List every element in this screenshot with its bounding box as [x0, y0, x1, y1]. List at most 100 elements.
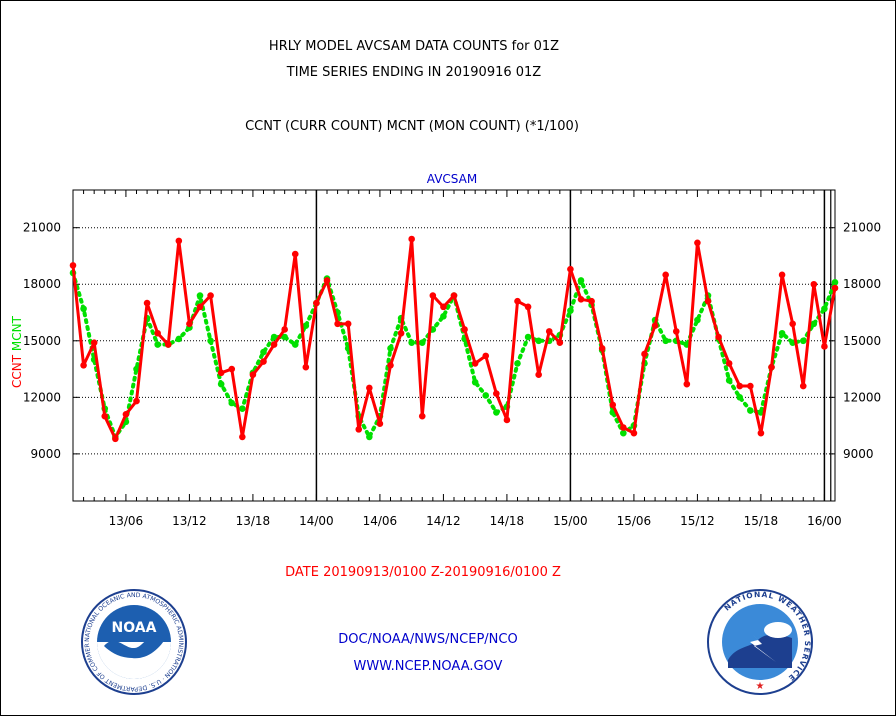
point-mcnt [821, 305, 828, 313]
point-ccnt [207, 292, 214, 299]
point-ccnt [831, 284, 839, 292]
point-ccnt [821, 343, 828, 350]
point-ccnt [747, 382, 754, 390]
y-tick-label-right: 18000 [843, 277, 881, 291]
point-mcnt [694, 316, 701, 324]
y-axis-label: CCNT MCNT [10, 315, 24, 388]
point-mcnt [270, 333, 278, 341]
point-ccnt [175, 237, 183, 245]
date-range: DATE 20190913/0100 Z-20190916/0100 Z [285, 565, 561, 580]
point-ccnt [323, 277, 331, 284]
point-ccnt [545, 328, 553, 335]
point-ccnt [577, 296, 585, 303]
point-ccnt [260, 358, 267, 365]
point-ccnt [672, 328, 680, 335]
chart-title-line1: HRLY MODEL AVCSAM DATA COUNTS for 01Z [268, 39, 560, 54]
point-ccnt [493, 390, 500, 397]
point-ccnt [567, 265, 574, 273]
point-mcnt [260, 348, 267, 356]
point-ccnt [482, 352, 490, 360]
point-ccnt [471, 360, 479, 367]
point-ccnt [186, 320, 193, 328]
point-ccnt [630, 429, 638, 437]
x-tick-label: 15/18 [744, 514, 779, 528]
point-ccnt [588, 297, 595, 305]
x-tick-label: 13/06 [109, 514, 144, 528]
point-ccnt [228, 365, 236, 373]
point-ccnt [535, 371, 542, 379]
y-tick-label-left: 12000 [23, 390, 61, 404]
point-mcnt [133, 365, 140, 373]
point-ccnt [334, 320, 341, 328]
y-tick-label-left: 21000 [23, 221, 61, 235]
point-ccnt [408, 235, 415, 243]
point-mcnt [799, 337, 807, 345]
point-mcnt [620, 429, 627, 437]
point-mcnt [747, 407, 754, 414]
point-mcnt [725, 377, 733, 384]
chart-subtitle: CCNT (CURR COUNT) MCNT (MON COUNT) (*1/1… [245, 119, 579, 134]
y-tick-label-left: 9000 [30, 447, 61, 461]
point-mcnt [302, 322, 310, 330]
point-ccnt [757, 429, 765, 437]
point-ccnt [80, 361, 87, 369]
footer-url: WWW.NCEP.NOAA.GOV [353, 659, 503, 674]
point-ccnt [429, 292, 437, 299]
x-tick-label: 15/12 [680, 514, 715, 528]
point-ccnt [101, 412, 109, 420]
point-mcnt [810, 320, 818, 328]
point-ccnt [387, 361, 394, 369]
y-tick-label-right: 9000 [843, 447, 874, 461]
point-mcnt [524, 333, 532, 341]
point-mcnt [217, 380, 225, 388]
point-ccnt [524, 303, 532, 311]
point-ccnt [810, 280, 818, 288]
x-tick-label: 14/18 [490, 514, 525, 528]
point-ccnt [217, 369, 225, 377]
point-mcnt [175, 335, 183, 343]
point-ccnt [376, 420, 384, 428]
point-ccnt [620, 424, 627, 431]
point-mcnt [239, 405, 246, 412]
point-mcnt [471, 378, 479, 386]
point-mcnt [577, 277, 585, 284]
x-tick-label: 14/00 [299, 514, 334, 528]
noaa-logo-text: NOAA [112, 620, 157, 636]
point-ccnt [249, 371, 257, 379]
point-ccnt [715, 333, 722, 341]
nws-logo-icon: NATIONAL WEATHER SERVICE ★ [707, 589, 813, 695]
x-tick-label: 16/00 [807, 514, 842, 528]
point-mcnt [366, 433, 373, 441]
point-ccnt [69, 262, 77, 269]
point-ccnt [302, 363, 310, 371]
y-tick-label-right: 12000 [843, 390, 881, 404]
point-mcnt [567, 307, 574, 314]
y-tick-label-left: 15000 [23, 334, 61, 348]
x-tick-label: 14/06 [363, 514, 398, 528]
point-mcnt [207, 337, 214, 345]
point-mcnt [514, 360, 521, 367]
panel-title: AVCSAM [426, 172, 478, 186]
y-tick-label-right: 15000 [843, 334, 881, 348]
point-ccnt [598, 345, 606, 352]
point-mcnt [387, 345, 394, 352]
point-ccnt [90, 339, 98, 346]
point-ccnt [366, 384, 373, 392]
y-tick-label-right: 21000 [843, 221, 881, 235]
point-mcnt [736, 394, 744, 401]
point-ccnt [799, 382, 807, 390]
chart-title-line2: TIME SERIES ENDING IN 20190916 01Z [286, 65, 542, 80]
point-ccnt [736, 382, 744, 390]
point-mcnt [408, 339, 415, 346]
point-ccnt [662, 271, 669, 279]
point-ccnt [556, 339, 564, 346]
point-ccnt [418, 412, 426, 420]
point-ccnt [281, 326, 288, 333]
x-tick-label: 14/12 [426, 514, 461, 528]
point-mcnt [535, 337, 542, 345]
point-ccnt [768, 363, 775, 371]
x-tick-label: 15/06 [617, 514, 652, 528]
point-ccnt [154, 329, 161, 337]
point-ccnt [196, 303, 204, 311]
